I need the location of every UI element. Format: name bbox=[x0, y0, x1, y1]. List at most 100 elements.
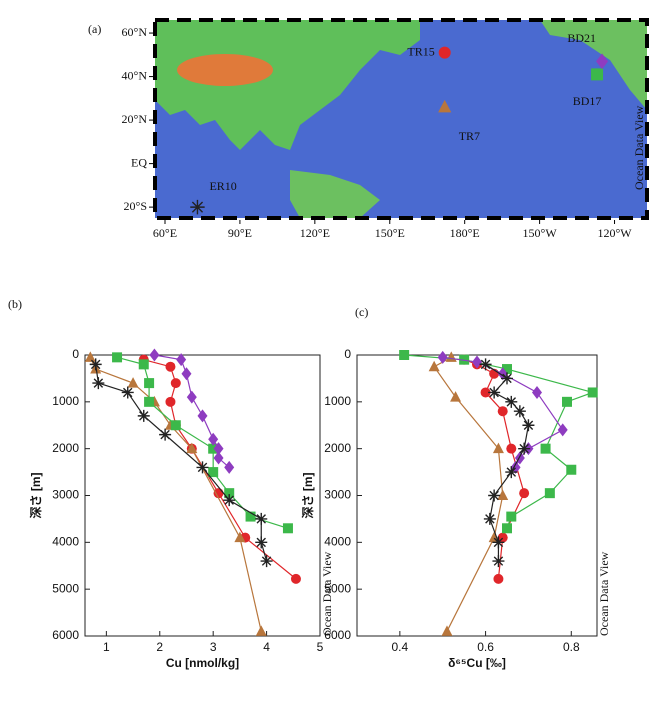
y-tick-label: 1000 bbox=[52, 394, 79, 408]
y-axis-label: 深さ [m] bbox=[300, 472, 315, 518]
station-label: BD21 bbox=[567, 31, 596, 45]
x-axis-label: δ⁶⁵Cu [‰] bbox=[448, 656, 506, 670]
marker bbox=[522, 419, 534, 431]
x-tick-label: 5 bbox=[317, 640, 324, 654]
station-label: TR7 bbox=[459, 129, 480, 143]
marker bbox=[112, 352, 122, 362]
marker bbox=[181, 367, 191, 380]
lat-tick-label: 20°S bbox=[124, 199, 147, 213]
marker bbox=[255, 536, 267, 548]
marker bbox=[488, 490, 500, 502]
marker bbox=[223, 494, 235, 506]
marker bbox=[171, 378, 181, 388]
marker bbox=[165, 362, 175, 372]
marker bbox=[438, 351, 448, 364]
tibet bbox=[177, 54, 273, 86]
marker bbox=[283, 523, 293, 533]
lon-tick-label: 120°W bbox=[597, 226, 632, 240]
panel-label: (c) bbox=[355, 305, 368, 319]
y-tick-label: 6000 bbox=[52, 628, 79, 642]
marker bbox=[256, 625, 267, 636]
marker bbox=[545, 488, 555, 498]
figure: (a) Ocean Data View 60°E90°E120°E150°E18… bbox=[0, 0, 670, 704]
lon-tick-label: 60°E bbox=[153, 226, 177, 240]
lat-tick-label: 40°N bbox=[122, 68, 148, 82]
profile-line bbox=[144, 360, 296, 579]
marker bbox=[442, 625, 453, 636]
y-tick-label: 3000 bbox=[52, 488, 79, 502]
marker bbox=[502, 523, 512, 533]
marker bbox=[128, 377, 139, 388]
marker bbox=[190, 200, 204, 214]
marker bbox=[566, 465, 576, 475]
x-tick-label: 2 bbox=[156, 640, 163, 654]
marker bbox=[92, 377, 104, 389]
marker bbox=[497, 490, 508, 501]
x-tick-label: 4 bbox=[263, 640, 270, 654]
x-tick-label: 3 bbox=[210, 640, 217, 654]
marker bbox=[492, 536, 504, 548]
lat-tick-label: 60°N bbox=[122, 25, 148, 39]
marker bbox=[498, 406, 508, 416]
x-tick-label: 0.4 bbox=[392, 640, 409, 654]
y-axis-label: 深さ [m] bbox=[28, 472, 43, 518]
marker bbox=[506, 444, 516, 454]
marker bbox=[165, 397, 175, 407]
y-tick-label: 4000 bbox=[52, 535, 79, 549]
watermark: Ocean Data View bbox=[597, 551, 611, 636]
panel-label: (a) bbox=[88, 22, 101, 36]
marker bbox=[291, 574, 301, 584]
marker bbox=[171, 420, 181, 430]
marker bbox=[197, 461, 209, 473]
marker bbox=[261, 555, 273, 567]
marker bbox=[144, 397, 154, 407]
lat-tick-label: EQ bbox=[131, 155, 147, 169]
y-tick-label: 1000 bbox=[324, 394, 351, 408]
lon-tick-label: 150°E bbox=[375, 226, 405, 240]
lon-tick-label: 180°E bbox=[450, 226, 480, 240]
profile-line bbox=[117, 357, 288, 528]
marker bbox=[214, 488, 224, 498]
marker bbox=[493, 574, 503, 584]
marker bbox=[159, 429, 171, 441]
marker bbox=[429, 361, 440, 372]
marker bbox=[505, 466, 517, 478]
profile-line bbox=[404, 355, 593, 528]
marker bbox=[492, 555, 504, 567]
marker bbox=[439, 47, 451, 59]
marker bbox=[514, 405, 526, 417]
marker bbox=[541, 444, 551, 454]
marker bbox=[255, 513, 267, 525]
marker bbox=[588, 387, 598, 397]
y-tick-label: 5000 bbox=[52, 581, 79, 595]
marker bbox=[139, 359, 149, 369]
marker bbox=[488, 386, 500, 398]
profile-line bbox=[90, 357, 261, 631]
marker bbox=[591, 68, 603, 80]
station-label: BD17 bbox=[573, 94, 602, 108]
x-tick-label: 0.8 bbox=[563, 640, 580, 654]
marker bbox=[519, 488, 529, 498]
plot-frame bbox=[85, 355, 320, 636]
marker bbox=[484, 513, 496, 525]
marker bbox=[224, 461, 234, 474]
y-tick-label: 0 bbox=[344, 347, 351, 361]
y-tick-label: 4000 bbox=[324, 535, 351, 549]
marker bbox=[446, 351, 457, 362]
marker bbox=[144, 378, 154, 388]
lon-tick-label: 120°E bbox=[300, 226, 330, 240]
marker bbox=[187, 391, 197, 404]
y-tick-label: 2000 bbox=[324, 441, 351, 455]
watermark: Ocean Data View bbox=[632, 105, 646, 190]
y-tick-label: 3000 bbox=[324, 488, 351, 502]
marker bbox=[480, 358, 492, 370]
marker bbox=[501, 372, 513, 384]
lat-tick-label: 20°N bbox=[122, 112, 148, 126]
marker bbox=[505, 396, 517, 408]
marker bbox=[518, 443, 530, 455]
station-label: ER10 bbox=[209, 179, 236, 193]
station-label: TR15 bbox=[407, 44, 434, 58]
y-tick-label: 2000 bbox=[52, 441, 79, 455]
x-axis-label: Cu [nmol/kg] bbox=[166, 656, 239, 670]
marker bbox=[506, 512, 516, 522]
